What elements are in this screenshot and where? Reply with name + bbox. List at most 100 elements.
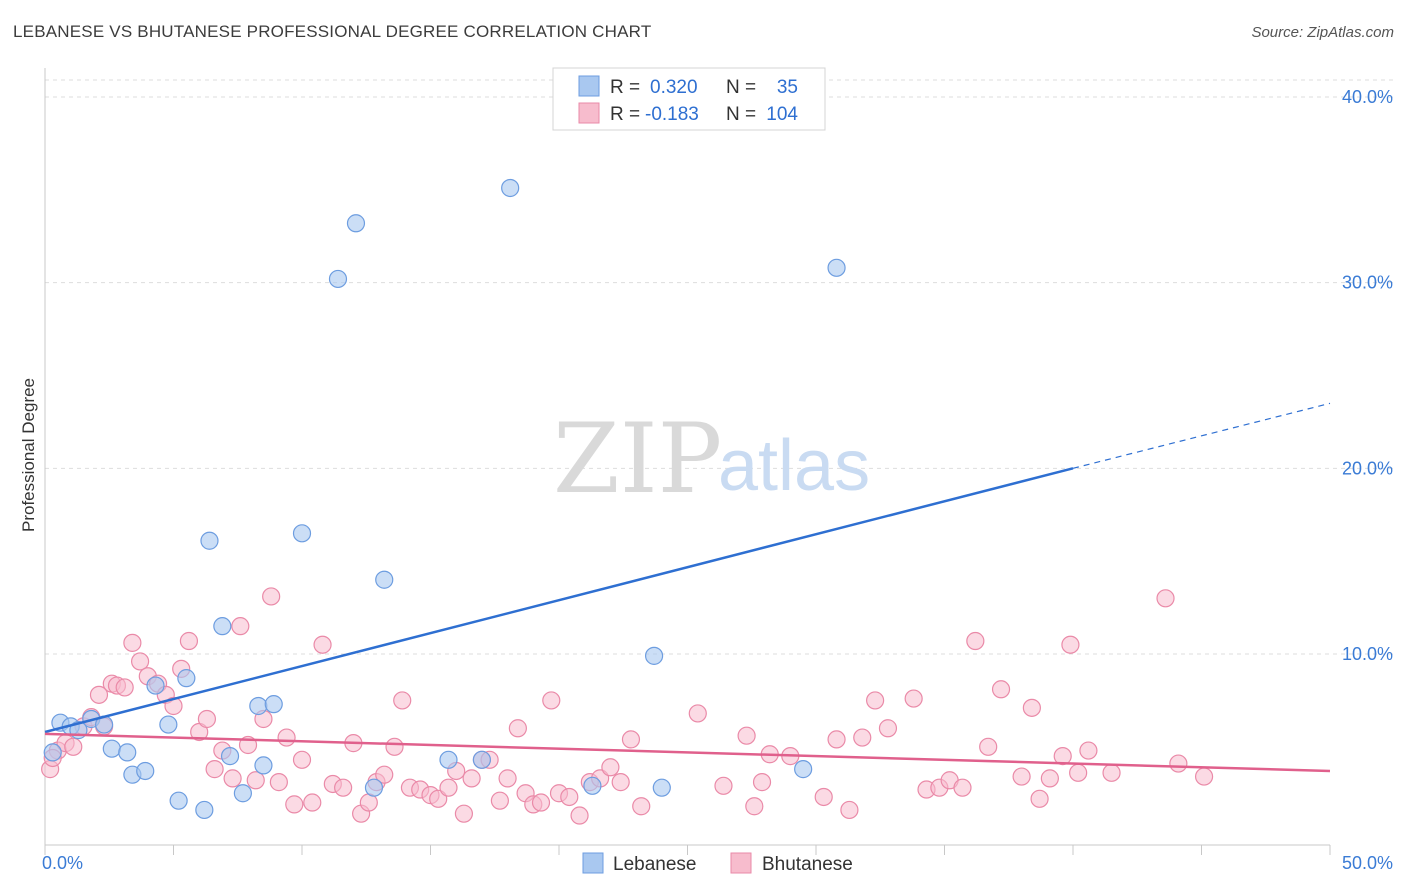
lebanese-point-17 xyxy=(220,747,240,766)
lebanese-point-7 xyxy=(118,743,137,762)
lebanese-trend-line xyxy=(44,467,1074,734)
bottom-legend: Lebanese Bhutanese xyxy=(582,852,853,875)
bhutanese-point-12 xyxy=(130,652,150,671)
chart-title: LEBANESE VS BHUTANESE PROFESSIONAL DEGRE… xyxy=(13,22,652,41)
bhutanese-point-63 xyxy=(570,806,589,825)
lebanese-point-27 xyxy=(439,750,458,769)
lebanese-point-22 xyxy=(292,524,312,543)
bhutanese-point-24 xyxy=(231,617,250,636)
legend-n-label-lebanese: N = xyxy=(726,77,756,98)
lebanese-point-6 xyxy=(102,739,121,758)
bottom-legend-label-bhutanese: Bhutanese xyxy=(762,854,853,875)
bhutanese-point-10 xyxy=(115,678,134,697)
trend-lines xyxy=(44,402,1331,773)
lebanese-point-31 xyxy=(644,646,664,665)
legend-swatch-lebanese xyxy=(578,75,600,97)
y-tick-label-1: 20.0% xyxy=(1342,458,1393,478)
bhutanese-point-6 xyxy=(89,685,109,704)
bhutanese-point-23 xyxy=(223,769,242,788)
bhutanese-point-80 xyxy=(853,728,872,747)
legend-n-value-lebanese: 35 xyxy=(777,77,798,98)
bhutanese-point-68 xyxy=(621,730,641,749)
bhutanese-point-42 xyxy=(385,737,404,756)
bhutanese-point-78 xyxy=(827,730,846,749)
bottom-legend-swatch-lebanese xyxy=(582,852,604,874)
bhutanese-point-21 xyxy=(205,760,224,779)
bhutanese-point-30 xyxy=(277,728,296,747)
bhutanese-point-54 xyxy=(490,791,509,810)
bhutanese-point-95 xyxy=(1053,747,1072,766)
bhutanese-point-77 xyxy=(814,787,833,807)
bhutanese-point-36 xyxy=(334,778,353,797)
bhutanese-point-50 xyxy=(454,804,474,823)
y-axis-label: Professional Degree xyxy=(19,378,38,532)
lebanese-point-23 xyxy=(328,269,348,289)
watermark-atlas: atlas xyxy=(718,426,870,506)
lebanese-point-29 xyxy=(501,178,520,198)
bhutanese-point-93 xyxy=(1030,789,1049,808)
lebanese-point-30 xyxy=(583,776,602,795)
bhutanese-point-92 xyxy=(1022,698,1041,717)
bhutanese-point-3 xyxy=(64,737,83,756)
bhutanese-point-70 xyxy=(688,704,707,723)
bhutanese-point-87 xyxy=(953,778,972,797)
bhutanese-point-82 xyxy=(878,719,898,738)
bhutanese-point-16 xyxy=(164,696,183,716)
bhutanese-point-89 xyxy=(979,737,998,756)
bhutanese-point-90 xyxy=(991,680,1011,699)
legend-r-label-lebanese: R = xyxy=(610,77,640,98)
x-tick-label-0: 0.0% xyxy=(42,853,83,873)
bhutanese-point-91 xyxy=(1012,767,1031,786)
watermark-zip: ZIP xyxy=(553,403,722,515)
bottom-legend-swatch-bhutanese xyxy=(730,852,752,874)
bhutanese-point-28 xyxy=(262,587,281,606)
lebanese-point-9 xyxy=(136,761,155,781)
bhutanese-point-72 xyxy=(737,726,756,745)
bhutanese-point-102 xyxy=(1194,767,1214,786)
bhutanese-point-94 xyxy=(1040,769,1059,788)
bhutanese-point-74 xyxy=(752,773,772,792)
bhutanese-point-73 xyxy=(745,797,764,816)
bhutanese-point-79 xyxy=(840,800,859,820)
lebanese-point-28 xyxy=(472,750,491,769)
lebanese-point-15 xyxy=(200,531,219,550)
bhutanese-point-51 xyxy=(462,769,481,788)
lebanese-point-19 xyxy=(249,696,268,716)
lebanese-point-13 xyxy=(177,669,196,688)
bhutanese-point-11 xyxy=(123,633,142,652)
lebanese-point-21 xyxy=(264,695,283,714)
bhutanese-point-34 xyxy=(313,635,332,654)
lebanese-point-34 xyxy=(827,258,846,277)
legend-swatch-bhutanese xyxy=(578,102,600,124)
lebanese-point-20 xyxy=(254,756,273,775)
bhutanese-point-99 xyxy=(1102,763,1121,782)
bhutanese-point-48 xyxy=(439,778,458,797)
legend-r-label-bhutanese: R = xyxy=(610,104,640,125)
bhutanese-point-41 xyxy=(375,765,394,784)
bhutanese-point-59 xyxy=(531,793,551,812)
lebanese-point-0 xyxy=(43,743,62,762)
lebanese-points xyxy=(43,178,846,820)
axis-layer xyxy=(44,68,1331,855)
bottom-legend-label-lebanese: Lebanese xyxy=(613,854,696,875)
bhutanese-point-29 xyxy=(269,773,288,792)
legend-r-value-bhutanese: -0.183 xyxy=(645,104,699,125)
lebanese-point-12 xyxy=(169,791,188,810)
lebanese-point-14 xyxy=(195,800,214,820)
bhutanese-point-69 xyxy=(632,797,651,816)
lebanese-trend-extension xyxy=(1072,402,1331,469)
grid-layer xyxy=(45,79,1395,655)
bhutanese-point-32 xyxy=(292,750,312,769)
bhutanese-trend-line xyxy=(44,732,1331,773)
lebanese-point-33 xyxy=(794,760,813,779)
legend-n-value-bhutanese: 104 xyxy=(766,104,798,125)
bhutanese-point-96 xyxy=(1061,635,1080,654)
bhutanese-point-71 xyxy=(714,776,733,795)
legend: R = 0.320 N = 35 R = -0.183 N = 104 xyxy=(552,67,826,131)
bhutanese-point-100 xyxy=(1156,589,1175,608)
bhutanese-point-33 xyxy=(303,793,322,812)
bhutanese-point-97 xyxy=(1069,763,1088,782)
bhutanese-point-47 xyxy=(429,789,448,808)
y-tick-label-0: 10.0% xyxy=(1342,644,1393,664)
